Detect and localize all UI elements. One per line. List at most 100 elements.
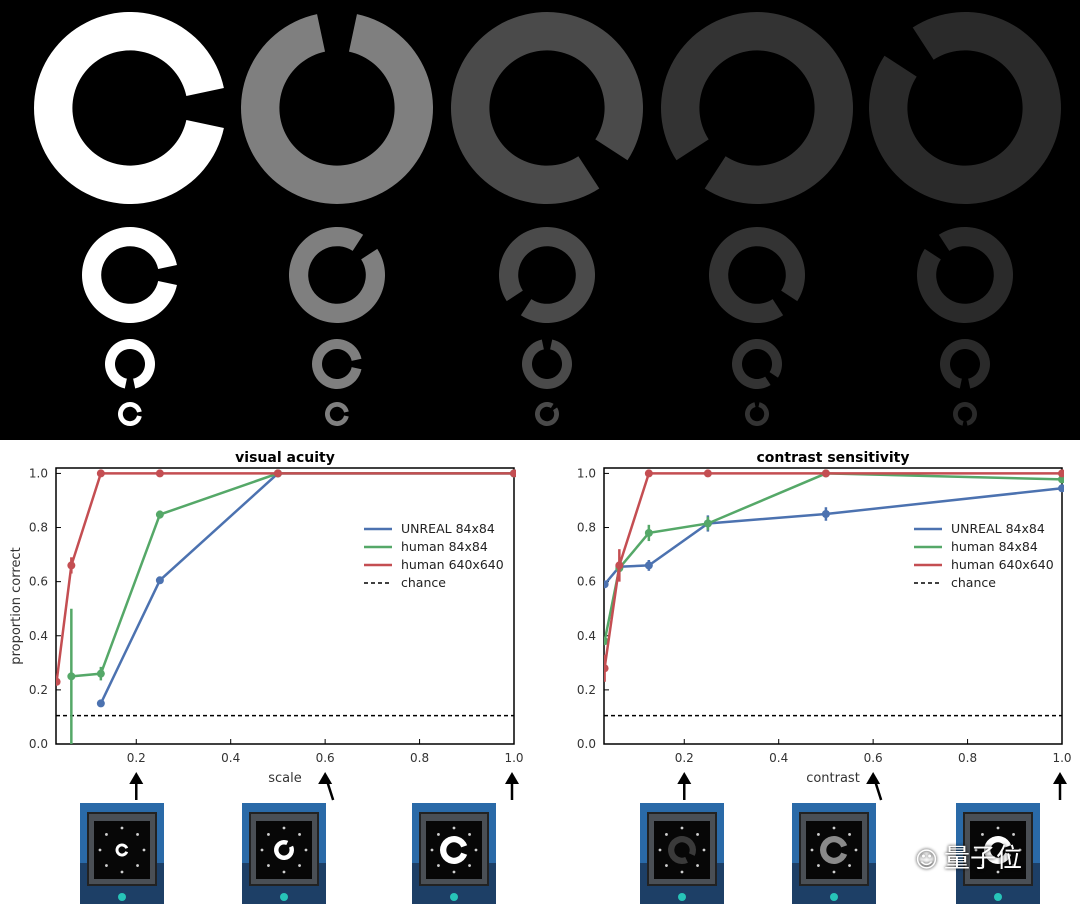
x-tick-label: 1.0 bbox=[504, 751, 523, 765]
landolt-c bbox=[289, 227, 385, 323]
landolt-c bbox=[917, 226, 1014, 323]
data-point bbox=[615, 561, 624, 570]
series-line bbox=[604, 472, 1062, 669]
x-tick-label: 0.8 bbox=[958, 751, 977, 765]
plot-frame bbox=[55, 467, 515, 745]
game-thumbnail bbox=[792, 803, 876, 904]
arrow-up-icon bbox=[505, 772, 519, 800]
chart-1: contrast sensitivity 0.2 0.4 0.6 0.8 1.0 0.0 0.… bbox=[577, 450, 1072, 786]
x-tick-label: 0.8 bbox=[410, 751, 429, 765]
landolt-c bbox=[82, 227, 177, 324]
landolt-c bbox=[731, 339, 782, 389]
data-point bbox=[821, 510, 830, 518]
data-point bbox=[644, 561, 653, 570]
x-tick-label: 0.4 bbox=[769, 751, 788, 765]
y-tick-label: 0.0 bbox=[577, 737, 596, 751]
series-line bbox=[56, 472, 514, 682]
arrow-up-icon bbox=[318, 772, 335, 801]
plot-frame bbox=[603, 467, 1063, 745]
legend-label: UNREAL 84x84 bbox=[401, 521, 495, 536]
landolt-c bbox=[451, 11, 644, 204]
landolt-c-grid bbox=[34, 11, 1062, 427]
landolt-c bbox=[745, 402, 769, 427]
data-point bbox=[1058, 469, 1064, 478]
x-tick-label: 0.6 bbox=[316, 751, 335, 765]
game-thumbnail bbox=[640, 803, 724, 904]
legend-label: human 640x640 bbox=[401, 557, 504, 572]
landolt-c bbox=[535, 402, 560, 426]
legend-label: UNREAL 84x84 bbox=[951, 521, 1045, 536]
legend-label: human 84x84 bbox=[951, 539, 1038, 554]
landolt-c bbox=[105, 339, 155, 389]
game-thumbnail bbox=[956, 803, 1040, 904]
legend-label: human 84x84 bbox=[401, 539, 488, 554]
data-point bbox=[96, 469, 105, 478]
landolt-c bbox=[869, 11, 1062, 204]
data-point bbox=[155, 510, 164, 519]
series-line bbox=[99, 472, 514, 704]
y-tick-label: 0.6 bbox=[29, 575, 48, 589]
y-tick-label: 0.6 bbox=[577, 575, 596, 589]
data-point bbox=[644, 469, 653, 478]
y-tick-label: 0.8 bbox=[577, 521, 596, 535]
x-tick-label: 0.2 bbox=[675, 751, 694, 765]
legend-label: chance bbox=[401, 575, 446, 590]
data-point bbox=[67, 561, 76, 570]
watermark-text: 量子位 bbox=[943, 844, 1022, 874]
landolt-c bbox=[325, 402, 349, 426]
y-tick-label: 0.0 bbox=[29, 737, 48, 751]
series-line bbox=[71, 472, 514, 678]
x-tick-label: 0.6 bbox=[864, 751, 883, 765]
data-point bbox=[703, 469, 712, 478]
game-thumbnail bbox=[242, 803, 326, 904]
arrow-up-icon bbox=[677, 772, 692, 800]
data-point bbox=[1058, 484, 1064, 493]
landolt-c bbox=[34, 11, 224, 204]
stimuli-panel bbox=[0, 0, 1080, 440]
y-tick-label: 1.0 bbox=[29, 466, 48, 480]
landolt-c bbox=[241, 14, 434, 205]
legend-label: chance bbox=[951, 575, 996, 590]
charts-svg: visual acuity 0.2 0.4 0.6 0.8 1.0 0.0 0.2 0.4 0.6… bbox=[9, 450, 1072, 801]
charts-area: visual acuity 0.2 0.4 0.6 0.8 1.0 0.0 0.2 0.4 0.6… bbox=[0, 440, 1080, 904]
landolt-c bbox=[522, 339, 572, 389]
data-point bbox=[604, 580, 609, 589]
x-tick-label: 0.4 bbox=[221, 751, 240, 765]
y-tick-label: 0.8 bbox=[29, 521, 48, 535]
chart-title: contrast sensitivity bbox=[757, 450, 910, 466]
landolt-c bbox=[953, 402, 978, 426]
x-axis-label: scale bbox=[268, 771, 302, 786]
y-tick-label: 0.2 bbox=[29, 683, 48, 697]
data-point bbox=[96, 669, 105, 678]
data-point bbox=[604, 664, 609, 673]
y-tick-label: 0.4 bbox=[29, 629, 48, 643]
chart-title: visual acuity bbox=[235, 450, 335, 466]
legend-label: human 640x640 bbox=[951, 557, 1054, 572]
arrow-up-icon bbox=[129, 772, 144, 800]
game-thumbnail bbox=[80, 803, 164, 904]
y-tick-label: 1.0 bbox=[577, 466, 596, 480]
watermark: ☺ 量子位 bbox=[915, 838, 1055, 878]
landolt-c bbox=[118, 402, 142, 426]
data-point bbox=[821, 469, 830, 478]
data-point bbox=[155, 469, 164, 478]
y-tick-label: 0.2 bbox=[577, 683, 596, 697]
x-tick-label: 1.0 bbox=[1052, 751, 1071, 765]
y-tick-label: 0.4 bbox=[577, 629, 596, 643]
landolt-c bbox=[709, 227, 805, 324]
wechat-icon: ☺ bbox=[915, 848, 938, 873]
data-point bbox=[510, 469, 516, 478]
landolt-c bbox=[661, 11, 853, 204]
chart-0: visual acuity 0.2 0.4 0.6 0.8 1.0 0.0 0.2 0.4 0.6… bbox=[9, 450, 524, 786]
x-axis-label: contrast bbox=[806, 771, 860, 786]
data-point bbox=[155, 576, 164, 585]
data-point bbox=[703, 519, 712, 528]
arrow-up-icon bbox=[1053, 772, 1067, 800]
data-point bbox=[644, 528, 653, 537]
data-point bbox=[67, 672, 76, 681]
data-point bbox=[96, 699, 105, 708]
landolt-c bbox=[312, 339, 362, 389]
landolt-c bbox=[940, 339, 990, 389]
data-point bbox=[273, 469, 282, 478]
data-point bbox=[56, 677, 61, 686]
